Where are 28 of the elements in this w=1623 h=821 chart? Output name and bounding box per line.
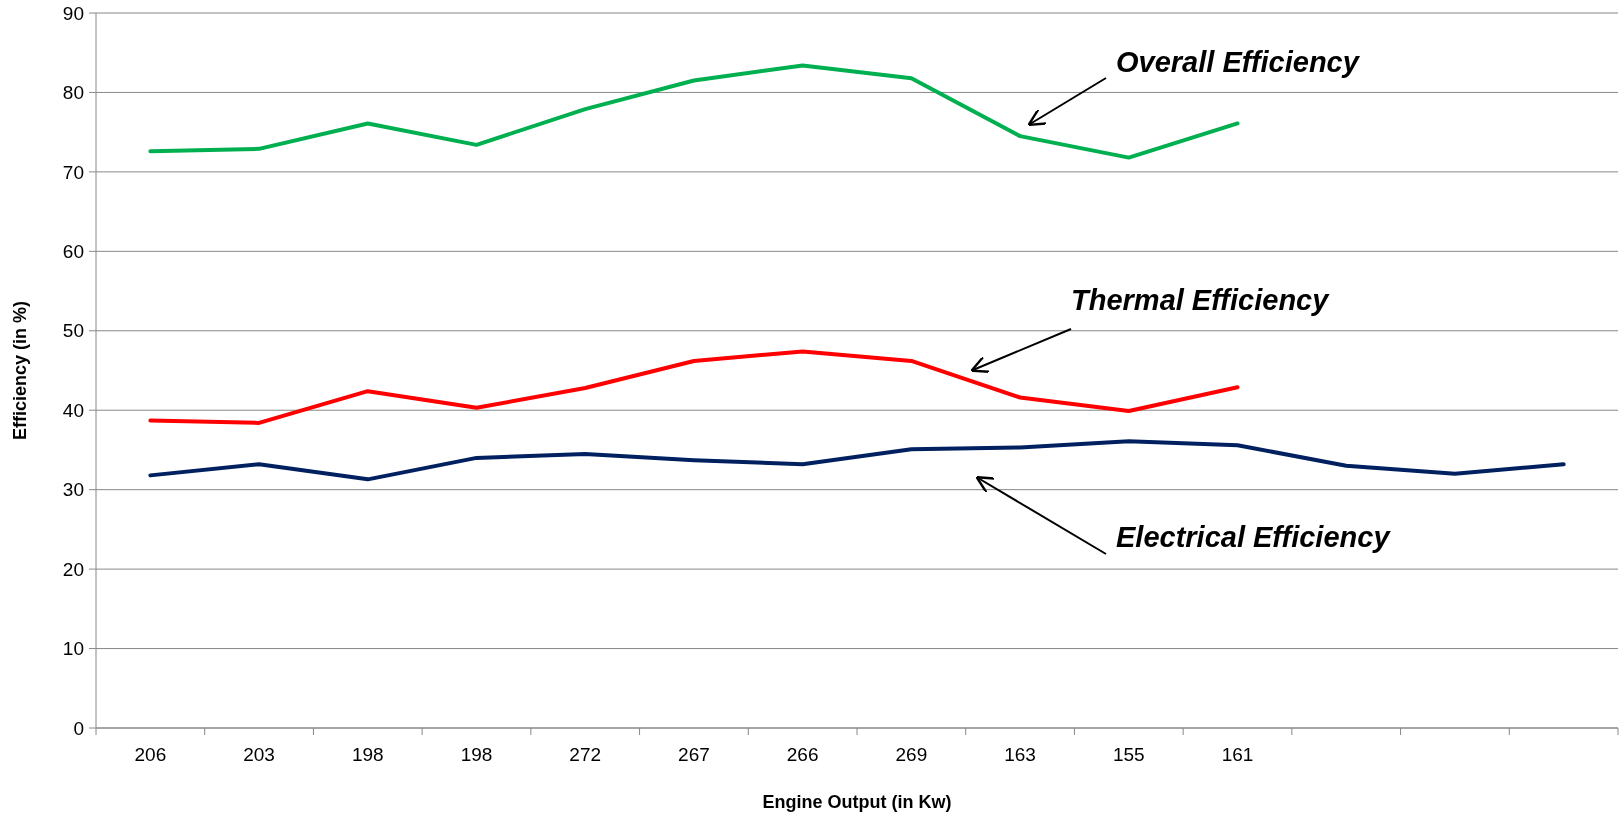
series-label: Electrical Efficiency [1116,521,1392,553]
x-tick-label: 163 [1004,744,1036,765]
y-tick-label: 80 [62,82,84,104]
x-tick-label: 198 [460,744,493,765]
y-tick-label: 20 [62,558,84,580]
x-tick-label: 272 [569,744,602,765]
x-tick-label: 206 [134,744,167,765]
x-tick-label: 198 [351,744,384,765]
y-tick-label: 40 [62,399,84,421]
x-tick-label: 155 [1112,744,1145,765]
y-tick-label: 30 [62,479,84,501]
y-tick-label: 90 [62,2,84,24]
y-tick-label: 0 [73,717,84,739]
y-tick-label: 10 [62,638,84,660]
x-tick-label: 266 [786,744,819,765]
line-series [148,439,1566,482]
x-tick-label: 161 [1221,744,1254,765]
text: Thermal Efficiency [1071,284,1331,316]
x-axis-title: Engine Output (in Kw) [762,792,952,812]
y-tick-label: 70 [62,161,84,183]
line-series [148,349,1240,425]
text: Overall Efficiency [1116,46,1361,78]
y-axis-title: Efficiency (in %) [10,300,30,441]
y-tick-label: 50 [62,320,84,342]
x-tick-label: 267 [678,744,710,765]
x-tick-label: 269 [895,744,928,765]
y-tick-label: 60 [62,240,84,262]
x-tick-label: 203 [243,744,275,765]
